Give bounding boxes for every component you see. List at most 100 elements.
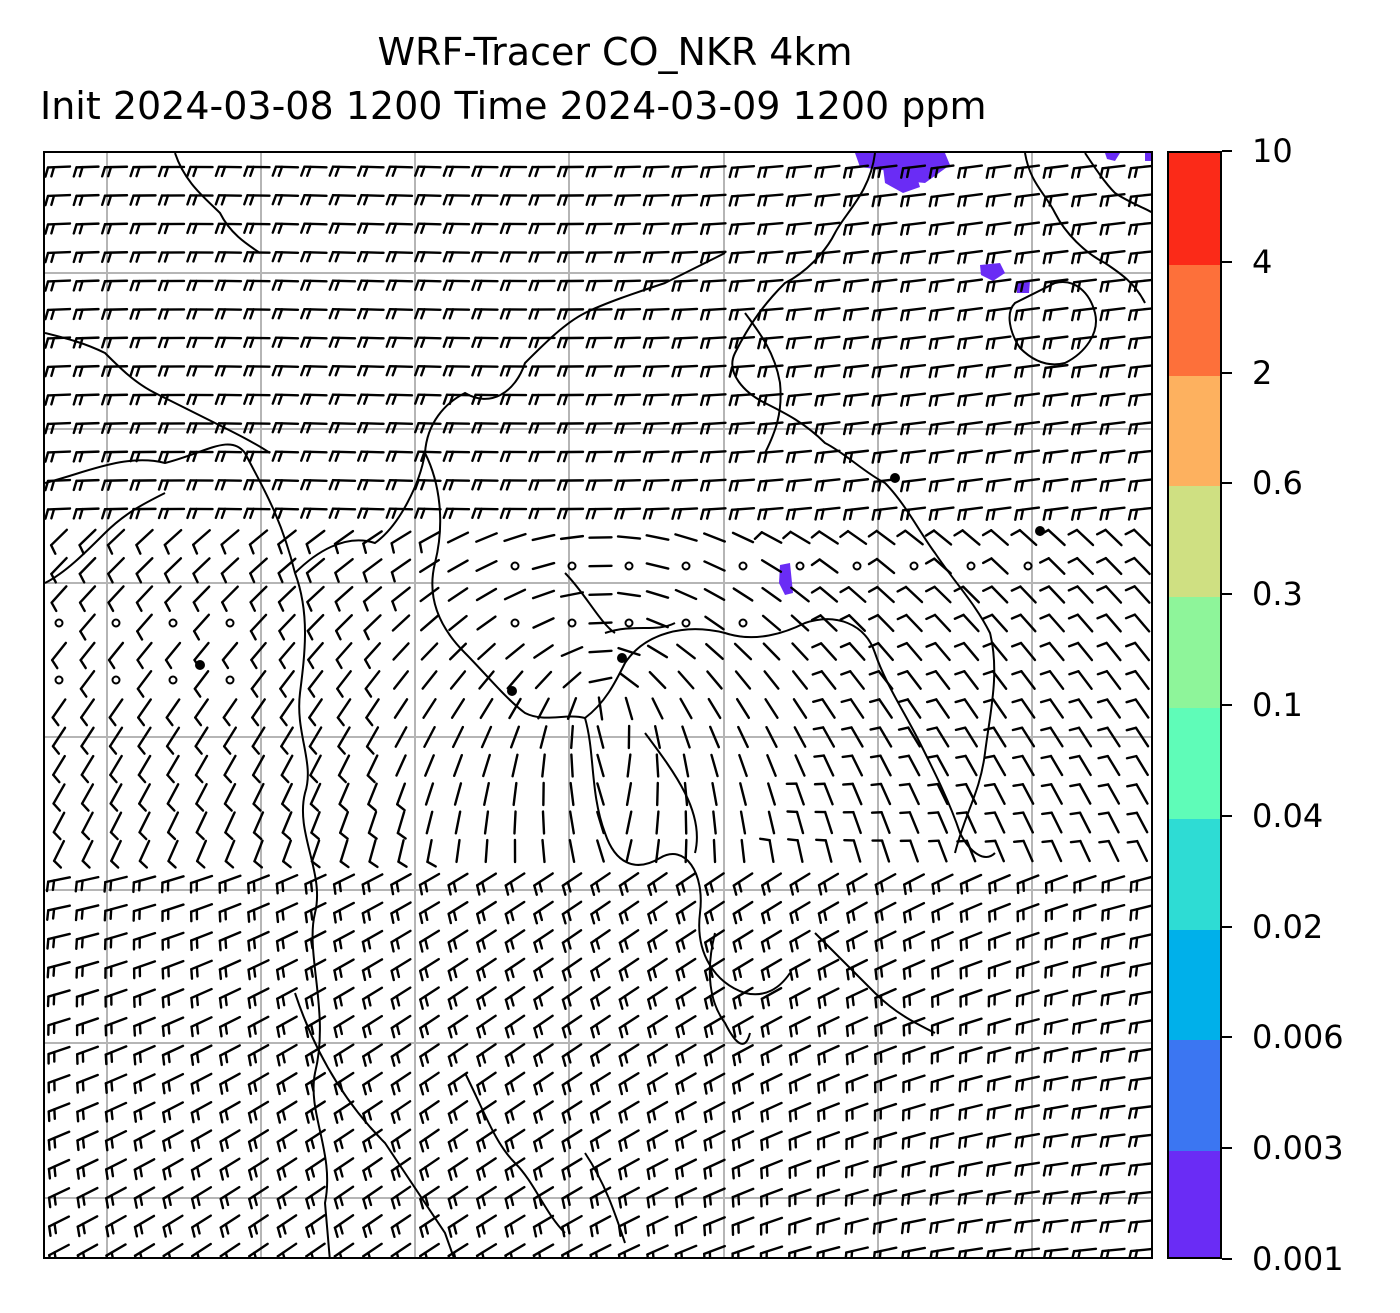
calm-wind-circle [624,618,634,628]
wind-barb-feather [361,1026,367,1039]
calm-wind-circle [738,561,748,571]
wind-barb-feather [620,507,626,520]
wind-barb [189,903,214,923]
wind-barb-feather [277,422,284,434]
wind-barb-shaft [447,587,469,602]
wind-barb [983,726,1007,748]
wind-barb-shaft [596,782,605,806]
wind-barb-feather [367,994,372,1007]
wind-barb-feather [243,308,249,320]
wind-barb-shaft [362,1100,383,1115]
wind-barb-feather [677,508,683,520]
wind-barb-shaft [823,810,834,835]
wind-barb-feather [481,1109,487,1121]
wind-barb [304,930,327,953]
wind-barb-feather [953,529,964,537]
wind-barb [647,1014,668,1039]
wind-barb-feather [385,307,392,320]
wind-barb [300,450,328,462]
wind-barb [812,698,836,719]
wind-barb [1101,903,1126,922]
wind-barb [333,901,355,924]
wind-barb [476,1100,497,1125]
wind-barb [166,783,180,812]
wind-barb-feather [1014,309,1019,322]
wind-barb-shaft [47,1074,71,1084]
wind-barb [618,929,640,954]
wind-barb [985,449,1012,464]
wind-barb [133,1129,156,1152]
wind-barb-shaft [816,278,841,284]
wind-barb [80,754,95,784]
wind-barb-feather [902,911,907,924]
wind-barb [300,364,328,377]
wind-barb-feather [76,1081,79,1094]
wind-barb [789,987,811,1010]
wind-barb [528,222,556,235]
wind-barb [214,365,243,377]
wind-barb-shaft [392,642,410,661]
wind-barb [504,1043,526,1068]
wind-barb-shaft [75,307,100,312]
wind-barb [674,588,698,601]
wind-barb [47,1130,71,1151]
wind-barb [484,838,489,864]
wind-barb-shaft [504,1043,526,1058]
wind-barb [954,670,979,690]
wind-barb [528,507,556,520]
wind-barb-feather [1124,556,1136,564]
wind-barb-feather [1106,936,1110,949]
wind-barb-shaft [47,904,71,912]
wind-barb [585,308,613,320]
wind-barb-feather [820,223,825,235]
wind-barb [870,811,891,834]
wind-barb [1010,613,1037,633]
wind-barb-feather [137,773,147,784]
wind-barb-feather [623,995,629,1007]
wind-barb-shaft [476,1014,497,1030]
wind-barb-shaft [75,960,100,970]
wind-barb [328,507,357,519]
wind-barb-feather [704,941,709,953]
wind-barb-feather [271,336,278,348]
wind-barb [419,986,440,1010]
wind-barb-shaft [333,901,355,915]
wind-barb-shaft [1044,989,1069,998]
wind-barb-feather [590,884,596,897]
wind-barb [985,164,1012,179]
wind-barb-shaft [161,1016,185,1028]
wind-barb [531,561,556,571]
wind-barb-shaft [46,478,72,483]
wind-barb [385,478,414,491]
wind-barb-feather [822,909,828,921]
wind-barb [157,479,186,491]
wind-barb-shaft [962,613,980,633]
wind-barb-feather [252,994,257,1007]
wind-barb-feather [1127,366,1133,379]
wind-barb-feather [1133,308,1139,321]
wind-barb [763,670,780,690]
wind-barb-shaft [363,614,382,632]
wind-barb [840,670,865,690]
wind-barb-feather [737,1108,741,1121]
wind-barb [247,1043,270,1067]
wind-barb-feather [761,884,766,896]
wind-barb-shaft [846,872,868,887]
calm-wind-circle [567,618,577,628]
wind-barb [846,901,868,924]
wind-barb-feather [253,1137,258,1150]
wind-barb [1073,874,1097,894]
wind-barb-feather [1126,811,1139,816]
wind-barb-feather [1096,556,1108,564]
wind-barb-shaft [1101,990,1126,997]
wind-barb-shaft [1073,903,1097,913]
wind-barb-shaft [568,810,576,835]
wind-barb-shaft [475,532,498,543]
wind-barb [214,165,243,178]
wind-barb-feather [728,280,734,293]
wind-barb [900,420,927,436]
wind-barb-feather [1012,783,1025,788]
wind-barb-feather [652,966,657,979]
wind-barb-feather [1048,365,1053,378]
wind-barb [72,336,100,349]
